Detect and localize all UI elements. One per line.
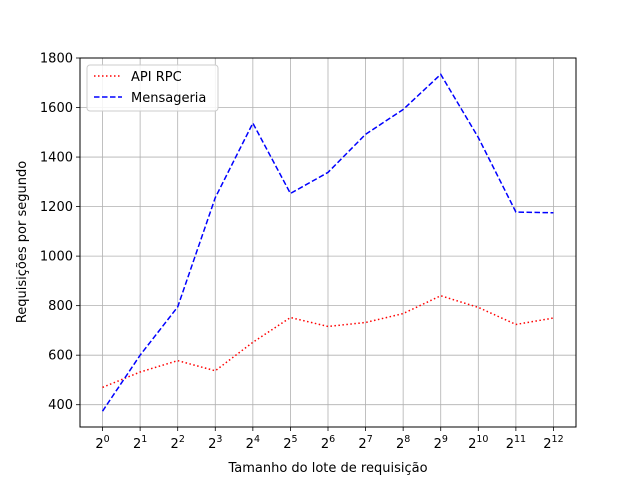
y-axis-label: Requisições por segundo	[15, 161, 30, 323]
y-tick-label: 600	[48, 349, 73, 364]
x-tick-label: 212	[543, 434, 563, 452]
axis-ticks: 20 21 22 23 24 25 26 27 28 29 210 211 212 400 600 800 10…	[40, 52, 564, 453]
series-line-mensageria	[101, 73, 554, 412]
x-tick-label: 210	[468, 434, 488, 452]
grid	[80, 57, 576, 427]
x-tick-label: 27	[358, 434, 372, 452]
legend-label-api-rpc: API RPC	[131, 70, 182, 85]
x-tick-label: 25	[283, 434, 297, 452]
legend-box	[86, 64, 219, 112]
legend: API RPC Mensageria	[86, 64, 219, 112]
y-tick-label: 800	[48, 299, 73, 314]
y-tick-label: 400	[48, 398, 73, 413]
y-tick-label: 1800	[40, 52, 73, 67]
y-tick-label: 1000	[40, 250, 73, 265]
legend-label-mensageria: Mensageria	[131, 91, 206, 106]
y-tick-label: 1600	[40, 101, 73, 116]
y-tick-label: 1400	[40, 151, 73, 166]
y-tick-label: 1200	[40, 200, 73, 215]
x-tick-label: 23	[208, 434, 222, 452]
series-lines	[101, 73, 554, 412]
x-tick-label: 211	[506, 434, 526, 452]
x-tick-label: 26	[321, 434, 335, 452]
x-tick-label: 22	[171, 434, 185, 452]
x-axis-label: Tamanho do lote de requisição	[227, 461, 427, 476]
x-tick-label: 20	[95, 434, 109, 452]
x-tick-label: 29	[434, 434, 448, 452]
x-tick-label: 24	[246, 434, 260, 452]
x-tick-label: 28	[396, 434, 410, 452]
x-tick-label: 21	[133, 434, 147, 452]
